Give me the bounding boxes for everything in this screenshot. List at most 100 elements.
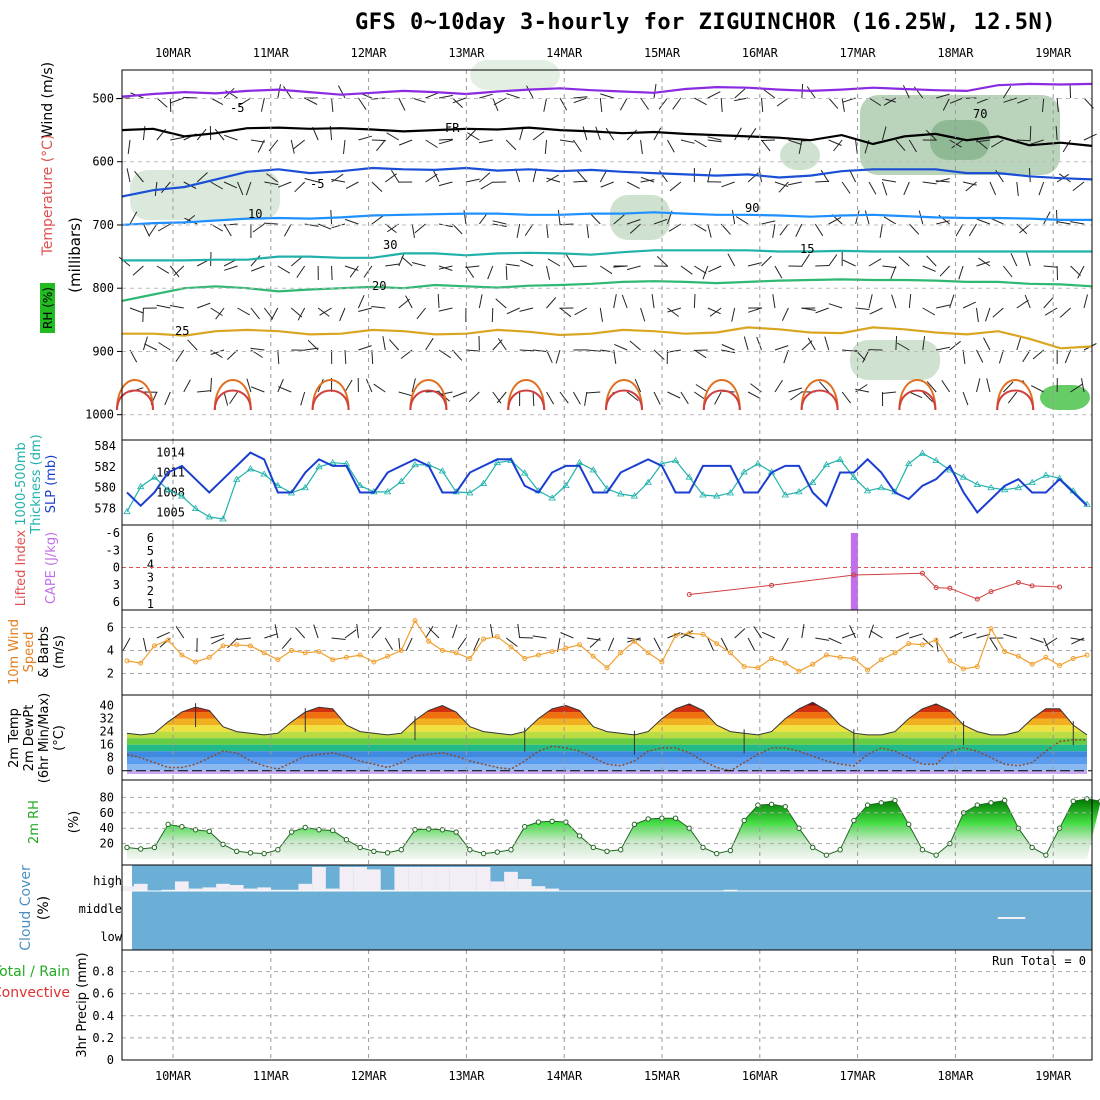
wind-speed-marker [247,643,253,649]
thickness-marker [699,491,707,498]
wind-barb [798,139,803,154]
wind10m-barb [159,637,171,648]
rh-marker [988,800,994,806]
wind-barb [224,134,238,141]
wind-barb [586,349,601,352]
wind-barb [390,169,400,183]
wind-barb [516,223,521,238]
temp-band [127,738,1087,745]
thickness-marker [836,455,844,462]
thickness-marker [932,456,940,463]
wind-barb [546,265,551,280]
wind-speed-marker [919,642,925,648]
low-level-isotherm [213,379,252,411]
rh-marker [631,821,638,828]
isotherm-line [122,249,1092,262]
wind-barb [828,216,842,225]
wind-barb [1043,265,1058,268]
wind-barb [695,384,709,393]
wind-barb [772,294,776,309]
wind-barb [223,391,229,406]
wind-barb [761,220,776,225]
wind-barb [667,307,682,313]
thickness-marker [617,490,625,497]
date-label-bottom: 13MAR [448,1069,485,1083]
wind-barb [307,339,319,351]
temp-band [127,744,1087,752]
cloud-high-bar [504,871,518,891]
wind10m-barb [815,637,830,641]
wind-barb [398,391,413,397]
wind-barb [438,265,453,270]
thickness-marker [137,482,145,490]
wind-barb [559,307,572,318]
wind-label: Speed [22,632,37,673]
wind-barb [497,338,507,351]
cloud-level-label: high [93,874,122,888]
low-level-isotherm [311,389,350,411]
wind-barb [748,307,762,313]
wind10m-barb [384,637,394,651]
low-level-isotherm [996,389,1035,411]
wind-barb [245,181,252,196]
wind-barb [735,216,749,225]
wind-barb [653,349,665,360]
wind-speed-marker [481,636,487,642]
date-label-top: 14MAR [546,46,583,60]
wind10m-barb [210,634,225,639]
temp-tick-label: 8 [107,751,114,765]
wind-barb [653,127,662,141]
wind-speed-marker [755,665,761,671]
dewpoint-line [126,739,1087,772]
rh-marker [1029,844,1035,851]
wind-speed-marker [961,666,967,672]
rh-shade [780,140,820,170]
wind-speed-marker [494,634,500,640]
temp-label: 2m Temp [7,708,22,768]
wind-barb [425,92,439,99]
thickness-marker [987,483,995,491]
wind-barb [828,303,843,309]
thickness-marker [260,470,268,477]
wind-barb [968,223,977,237]
wind-barb [779,223,789,236]
wind-barb [574,307,588,316]
wind-speed-marker [892,650,898,656]
rh-shade [130,170,280,220]
wind-barb [743,336,749,351]
wind10m-barb [895,632,910,639]
wind10m-barb [425,625,434,639]
wind-barb [543,97,548,112]
wind-barb [976,349,984,363]
wind-barb [672,97,682,110]
wind-barb [1056,97,1059,113]
wind-barb [881,391,896,394]
wind-barb [694,139,707,148]
date-label-bottom: 10MAR [155,1069,192,1083]
thickness-marker [959,473,968,480]
wind-barb [922,336,926,351]
wind-barb [629,340,641,351]
wind-barb [936,93,950,99]
date-label-bottom: 19MAR [1035,1069,1072,1083]
thickness-marker [822,460,831,468]
wind-barb [640,97,650,110]
wind-barb [991,139,1004,148]
wind-barb [1016,336,1022,351]
contour-label: 25 [175,324,189,338]
wind-barb [640,307,646,322]
rh-marker [398,847,404,853]
wind10m-barb [720,637,729,651]
wind-speed-marker [302,650,308,656]
wind-barb [438,181,453,187]
wind-barb [760,139,775,141]
wind-speed-marker [974,664,980,670]
temp-band [127,725,1087,732]
wind-barb [720,97,723,113]
cloud-high-bar [202,887,217,891]
temp-label: (6hr Min/Max) [37,693,52,783]
wind10m-barb [557,637,561,652]
wind-barb [546,223,549,238]
rh-marker [220,841,226,848]
